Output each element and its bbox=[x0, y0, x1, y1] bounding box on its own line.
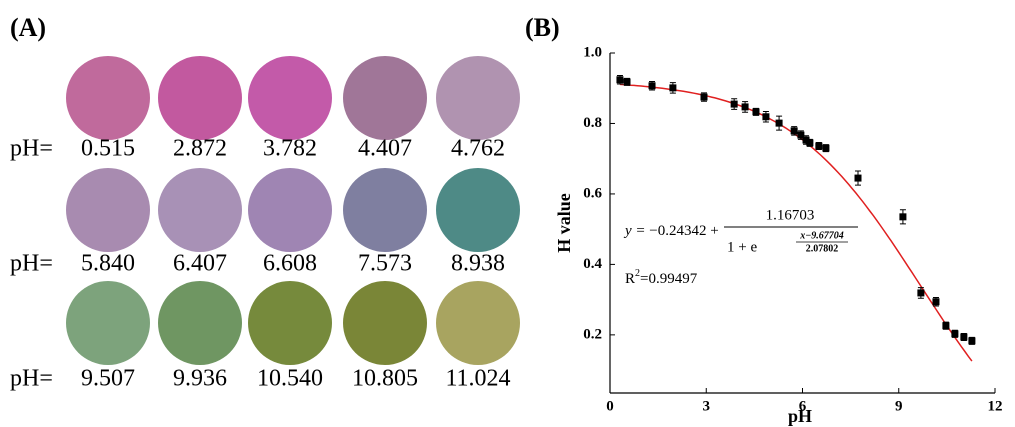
ph-value: 10.805 bbox=[352, 366, 418, 392]
ph-value: 9.507 bbox=[81, 366, 135, 392]
equation-lhs: y = −0.24342 + bbox=[623, 223, 719, 239]
panel-label: (B) bbox=[525, 13, 560, 42]
color-spot bbox=[248, 168, 332, 252]
data-point bbox=[616, 76, 624, 84]
color-spot bbox=[248, 56, 332, 140]
y-tick-label: 0.8 bbox=[583, 115, 602, 131]
x-tick-label: 3 bbox=[703, 398, 711, 414]
data-point bbox=[623, 78, 631, 86]
equation-numerator: 1.16703 bbox=[766, 207, 815, 223]
color-spot bbox=[343, 281, 427, 365]
ph-prefix: pH= bbox=[10, 366, 53, 392]
data-point bbox=[822, 144, 830, 152]
data-point bbox=[741, 103, 749, 111]
ph-value: 10.540 bbox=[257, 366, 323, 392]
exponent-numerator: x−9.67704 bbox=[799, 230, 844, 241]
data-point bbox=[960, 333, 968, 341]
data-point bbox=[899, 213, 907, 221]
color-spot bbox=[66, 56, 150, 140]
color-spot bbox=[436, 168, 520, 252]
ph-value: 5.840 bbox=[81, 251, 135, 277]
exponent-denominator: 2.07802 bbox=[806, 243, 839, 254]
y-tick-label: 0.4 bbox=[583, 256, 602, 272]
equation: y = −0.24342 + 1.16703 1 + e x−9.67704 2… bbox=[623, 207, 858, 255]
color-spot bbox=[343, 56, 427, 140]
panel-label: (A) bbox=[10, 13, 46, 42]
ph-value: 9.936 bbox=[173, 366, 227, 392]
data-point bbox=[942, 322, 950, 330]
data-point bbox=[806, 139, 814, 147]
data-point bbox=[968, 337, 976, 345]
data-point bbox=[790, 127, 798, 135]
y-axis-label: H value bbox=[554, 193, 574, 253]
ph-value: 7.573 bbox=[358, 251, 412, 277]
ph-value: 8.938 bbox=[451, 251, 505, 277]
ph-value: 4.762 bbox=[451, 136, 505, 162]
data-point bbox=[730, 100, 738, 108]
data-point bbox=[917, 289, 925, 297]
equation-denominator: 1 + e bbox=[727, 239, 757, 255]
data-point bbox=[762, 113, 770, 121]
color-spot bbox=[436, 281, 520, 365]
x-tick-label: 6 bbox=[799, 398, 807, 414]
data-point bbox=[669, 84, 677, 92]
x-tick-label: 9 bbox=[895, 398, 903, 414]
ph-prefix: pH= bbox=[10, 136, 53, 162]
color-spot bbox=[66, 168, 150, 252]
color-spot bbox=[158, 56, 242, 140]
y-tick-label: 1.0 bbox=[583, 44, 602, 60]
color-spot bbox=[343, 168, 427, 252]
color-spot bbox=[248, 281, 332, 365]
r-squared: R2=0.99497 bbox=[625, 268, 698, 287]
ph-value: 2.872 bbox=[173, 136, 227, 162]
data-point bbox=[775, 119, 783, 127]
color-spot bbox=[66, 281, 150, 365]
color-spot bbox=[158, 281, 242, 365]
x-axis-label: pH bbox=[788, 406, 812, 426]
x-tick-label: 0 bbox=[606, 398, 614, 414]
data-point bbox=[815, 142, 823, 150]
color-spot bbox=[436, 56, 520, 140]
data-point bbox=[700, 93, 708, 101]
x-tick-label: 12 bbox=[988, 398, 1003, 414]
ph-value: 3.782 bbox=[263, 136, 317, 162]
data-point bbox=[854, 174, 862, 182]
ph-prefix: pH= bbox=[10, 251, 53, 277]
ph-value: 11.024 bbox=[445, 366, 510, 392]
data-point bbox=[951, 330, 959, 338]
ph-value: 0.515 bbox=[81, 136, 135, 162]
data-point bbox=[752, 108, 760, 116]
ph-value: 6.608 bbox=[263, 251, 317, 277]
ph-value: 4.407 bbox=[358, 136, 412, 162]
data-point bbox=[932, 298, 940, 306]
data-point bbox=[797, 131, 805, 139]
color-spot bbox=[158, 168, 242, 252]
data-point bbox=[802, 136, 810, 144]
ph-value: 6.407 bbox=[173, 251, 227, 277]
y-tick-label: 0.6 bbox=[583, 185, 602, 201]
y-tick-label: 0.2 bbox=[583, 326, 602, 342]
data-point bbox=[648, 82, 656, 90]
